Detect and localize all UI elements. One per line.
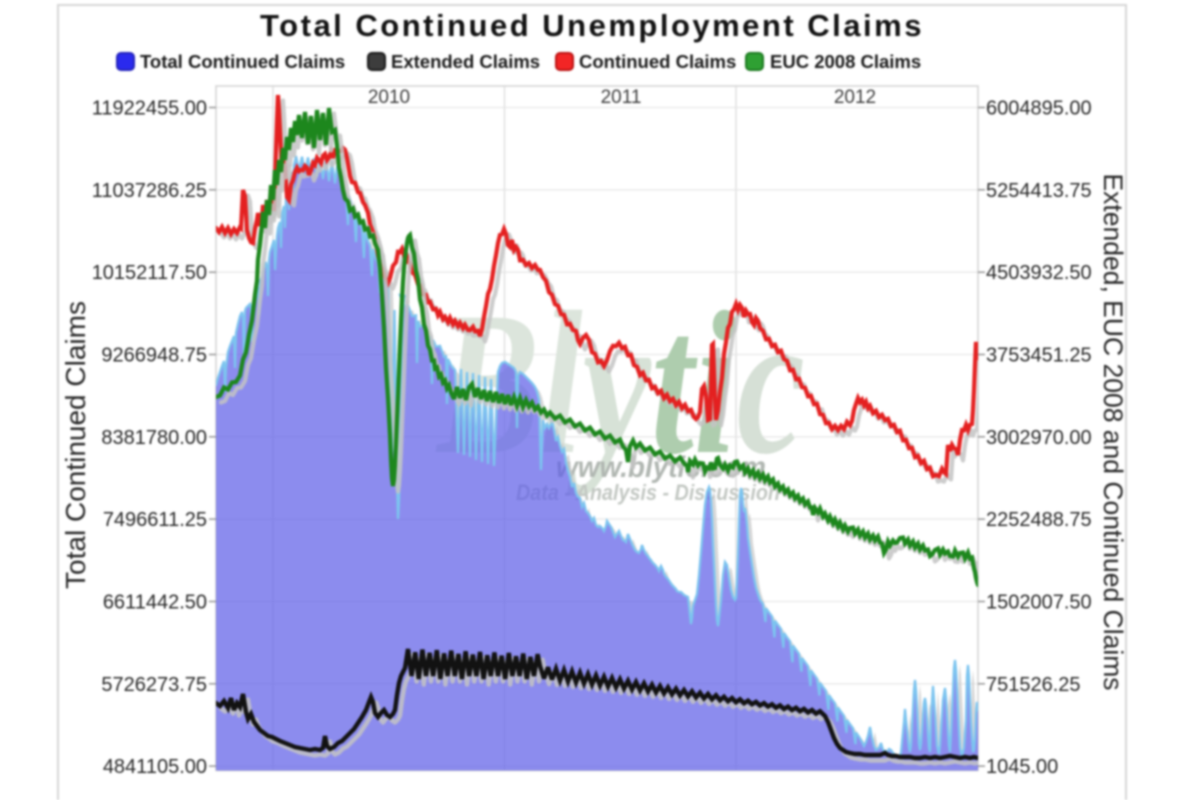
svg-text:4841105.00: 4841105.00 [103,756,207,778]
svg-text:1045.00: 1045.00 [986,756,1058,778]
svg-text:2252488.75: 2252488.75 [986,509,1092,531]
svg-text:3753451.25: 3753451.25 [986,345,1092,367]
svg-text:Extended, EUC 2008 and Continu: Extended, EUC 2008 and Continued Claims [1098,173,1128,690]
svg-text:9266948.75: 9266948.75 [101,345,207,367]
svg-text:10152117.50: 10152117.50 [92,262,207,284]
svg-text:6004895.00: 6004895.00 [986,98,1092,120]
svg-text:751526.25: 751526.25 [986,674,1081,696]
svg-text:4503932.50: 4503932.50 [986,262,1092,284]
svg-text:5254413.75: 5254413.75 [986,180,1092,202]
svg-text:2011: 2011 [601,87,642,108]
svg-text:7496611.25: 7496611.25 [103,509,207,531]
svg-text:11922455.00: 11922455.00 [92,98,207,120]
svg-text:1502007.50: 1502007.50 [986,592,1092,614]
svg-text:2010: 2010 [368,87,410,108]
svg-text:2012: 2012 [834,87,876,108]
svg-text:11037286.25: 11037286.25 [92,180,207,202]
svg-text:Total Continued Claims: Total Continued Claims [60,301,91,589]
svg-text:5726273.75: 5726273.75 [101,674,207,696]
svg-text:3002970.00: 3002970.00 [986,427,1092,449]
svg-text:8381780.00: 8381780.00 [101,427,207,449]
svg-text:6611442.50: 6611442.50 [103,592,207,614]
